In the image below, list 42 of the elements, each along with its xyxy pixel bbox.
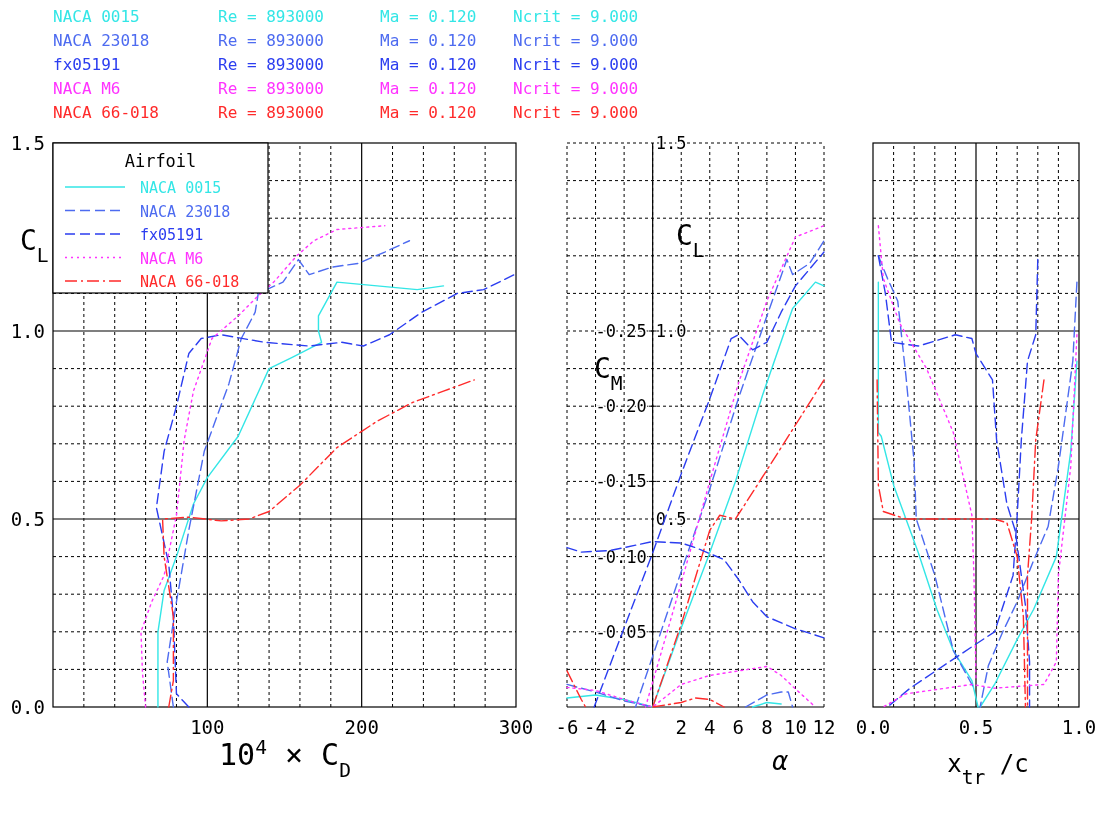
x-tick-label: -6 [555,716,579,738]
x-tick-label: 300 [498,716,534,738]
y2-tick-label: -0.15 [595,471,647,492]
y-axis-title: C$_{L}$ [676,219,705,262]
text: NACA 66-018 Re = 893000 Ma = 0.120 Ncrit = 9.000 [53,103,639,122]
y2-tick-label: -0.10 [595,546,647,567]
y2-tick-label: -0.20 [595,396,647,417]
x-tick-label: 0.0 [855,716,891,738]
y2-tick-label: -0.25 [595,321,647,341]
x-tick-label: 200 [344,716,379,738]
x-tick-label: 2 [675,716,687,738]
y-tick-label: 1.5 [655,133,687,153]
x-tick-label: 12 [812,716,836,738]
legend-label: NACA 0015 [140,179,222,197]
y-tick-label: 1.0 [10,320,45,342]
x-tick-label: 4 [704,716,716,738]
y-tick-label: 0.5 [10,508,45,530]
x-tick-label: 0.5 [958,716,994,738]
x-tick-label: -2 [612,716,636,738]
y-axis-title: C$_{L}$ [20,224,49,267]
x-tick-label: -4 [584,716,607,738]
x-axis-title: x$_{tr}$ /c [947,750,1029,789]
y-tick-label: 1.0 [655,321,687,341]
y2-axis-title: C$_{M}$ [594,352,623,395]
y-tick-label: 0.0 [10,696,45,718]
x-tick-label: 100 [190,716,225,738]
legend-label: NACA 23018 [140,202,231,221]
x-tick-label: 6 [732,716,745,738]
legend-label: NACA 66-018 [140,273,240,291]
text: NACA 0015 Re = 893000 Ma = 0.120 Ncrit = 9.000 [53,7,639,26]
legend-label: fx05191 [140,226,204,244]
text: NACA M6 Re = 893000 Ma = 0.120 Ncrit = 9.000 [53,79,639,98]
x-axis-title: α [772,746,789,776]
text: fx05191 Re = 893000 Ma = 0.120 Ncrit = 9.000 [53,55,639,74]
x-tick-label: 8 [761,716,773,738]
x-tick-label: 10 [784,716,807,738]
y-tick-label: 1.5 [10,132,45,154]
text: NACA 23018 Re = 893000 Ma = 0.120 Ncrit = 9.000 [53,31,639,50]
legend-label: NACA M6 [140,249,204,268]
x-tick-label: 1.0 [1061,716,1097,738]
legend-title: Airfoil [124,151,197,171]
x-axis-title: 10$^{4}$ × C$_{D}$ [219,735,351,782]
